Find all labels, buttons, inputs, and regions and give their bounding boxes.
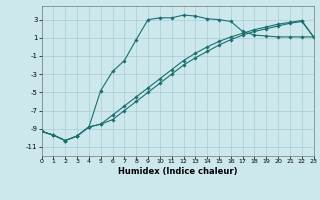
X-axis label: Humidex (Indice chaleur): Humidex (Indice chaleur) [118,167,237,176]
